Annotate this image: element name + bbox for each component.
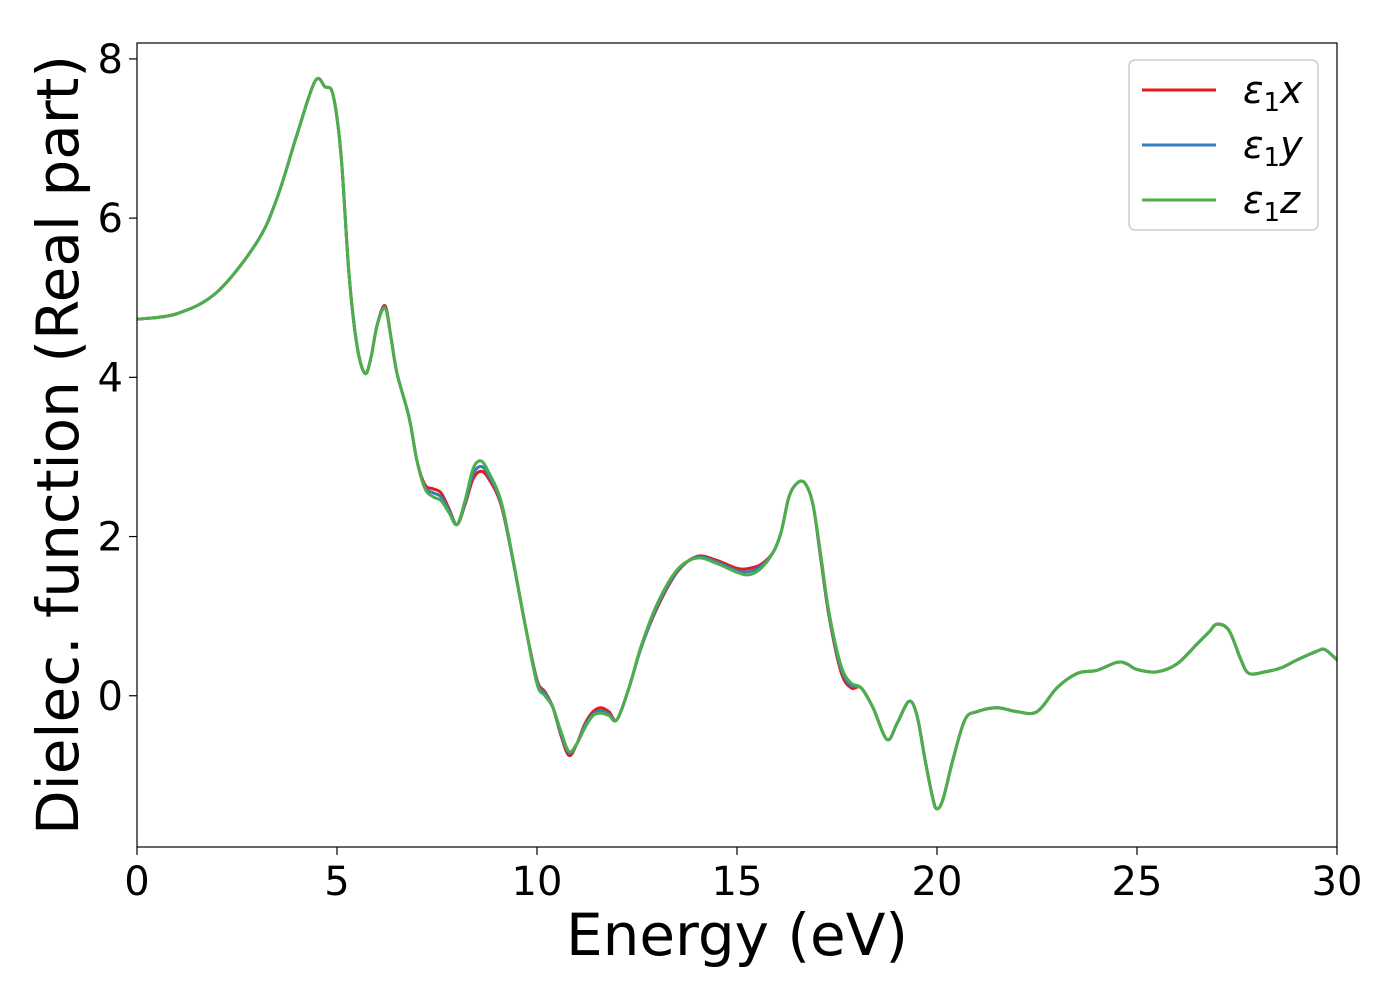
series-layer [137, 76, 1337, 811]
x-tick-label: 15 [712, 859, 763, 905]
x-tick-label: 20 [912, 859, 963, 905]
y-tick-label: 4 [98, 355, 123, 401]
y-tick-label: 2 [98, 515, 123, 561]
x-tick-label: 0 [124, 859, 149, 905]
x-axis-title: Energy (eV) [566, 901, 908, 969]
x-tick-label: 10 [512, 859, 563, 905]
series-line-z [137, 76, 1337, 811]
legend-frame [1128, 59, 1319, 231]
x-tick-label: 25 [1112, 859, 1163, 905]
y-axis-title: Dielec. function (Real part) [24, 55, 92, 835]
x-tick-label: 30 [1312, 859, 1363, 905]
x-tick-label: 5 [324, 859, 349, 905]
y-tick-label: 8 [98, 37, 123, 83]
ticks-layer: 0 5 10 15 20 25 30 0 2 4 6 8 [98, 37, 1363, 905]
y-tick-label: 6 [98, 196, 123, 242]
y-tick-label: 0 [98, 674, 123, 720]
